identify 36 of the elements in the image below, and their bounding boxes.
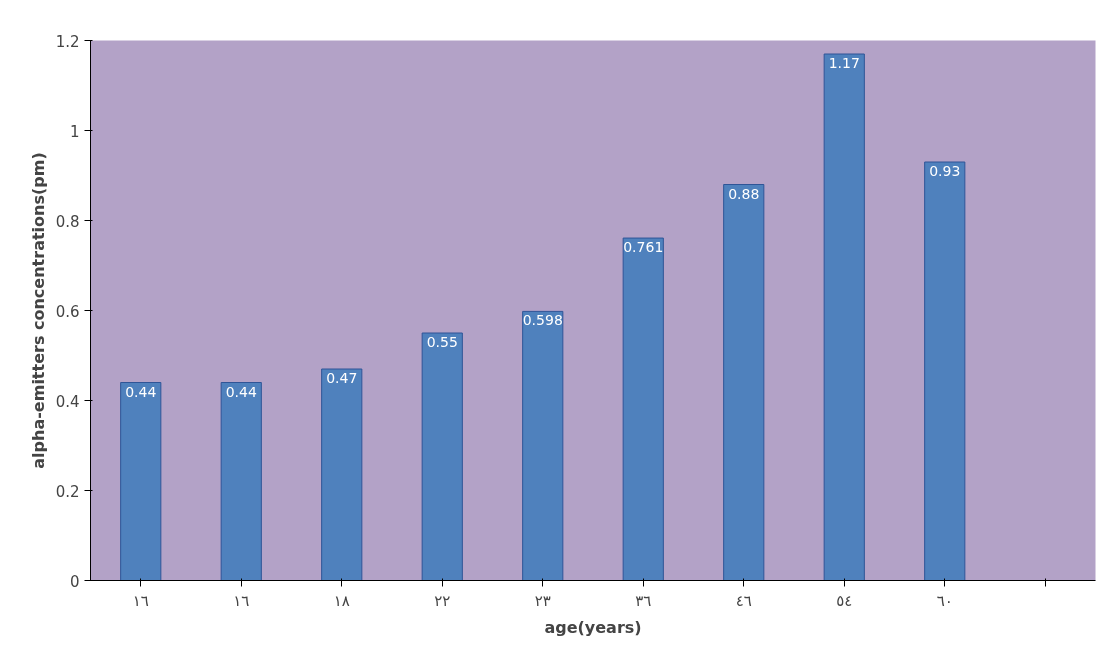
x-tick-label: ٣٦ [635, 591, 652, 610]
data-label: 0.93 [929, 163, 961, 179]
y-tick-label: 1.2 [55, 32, 80, 51]
x-tick-label: ١٦ [132, 591, 149, 610]
y-tick-label: 0 [69, 572, 80, 591]
data-label: 0.761 [623, 239, 664, 256]
y-tick-label: 0.4 [55, 392, 80, 411]
x-tick-label: ١٦ [233, 591, 250, 610]
x-tick-label: ٢٣ [534, 591, 551, 610]
bar [120, 382, 162, 581]
data-label: 1.17 [828, 55, 860, 71]
bar [522, 310, 564, 581]
x-tick-label: ٦٠ [936, 591, 953, 610]
bar [321, 368, 363, 581]
x-tick-label: ٢٢ [434, 591, 451, 610]
bar [823, 53, 865, 581]
x-axis-title: age(years) [544, 617, 642, 637]
bar [220, 382, 262, 581]
x-tick-label: ٤٦ [735, 591, 752, 610]
x-tick-label: ١٨ [333, 591, 350, 610]
data-label: 0.44 [225, 383, 257, 400]
y-tick-label: 0.8 [55, 212, 80, 231]
data-label: 0.47 [326, 370, 358, 386]
y-axis-title: alpha-emitters concentrations(pm) [28, 152, 48, 469]
y-tick-label: 0.6 [55, 302, 80, 321]
bar [723, 184, 765, 581]
y-tick-label: 0.2 [55, 482, 80, 501]
data-label: 0.598 [522, 312, 563, 329]
bar [622, 237, 664, 581]
x-tick-label: ٥٤ [836, 591, 853, 610]
data-label: 0.88 [728, 185, 760, 202]
data-label: 0.55 [426, 334, 458, 350]
y-tick-label: 1 [69, 122, 80, 141]
data-label: 0.44 [125, 383, 157, 400]
bar [924, 161, 966, 581]
bar [421, 332, 463, 581]
